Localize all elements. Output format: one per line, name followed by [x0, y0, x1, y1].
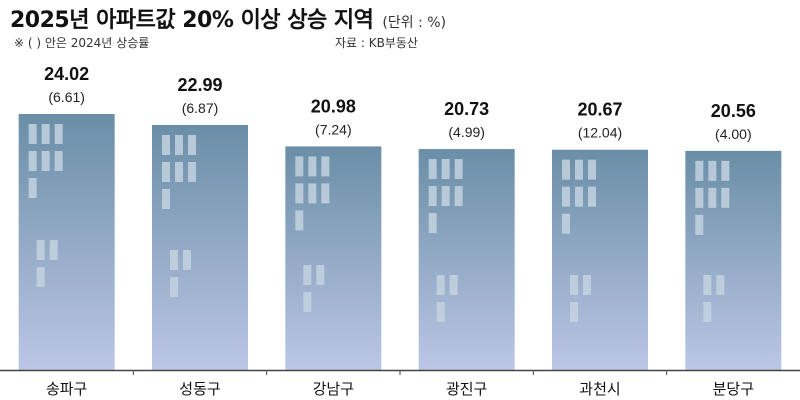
window-icon — [170, 277, 178, 297]
window-icon — [295, 156, 304, 177]
category-label: 과천시 — [579, 380, 620, 398]
window-icon — [28, 178, 37, 198]
window-icon — [583, 275, 591, 295]
bar-3 — [418, 149, 515, 370]
window-icon — [703, 275, 712, 295]
value-label: 22.99 — [177, 75, 222, 95]
sub-label: (6.87) — [182, 100, 219, 116]
window-icon — [721, 187, 730, 208]
window-icon — [36, 267, 45, 287]
window-icon — [562, 186, 570, 207]
window-icon — [295, 183, 304, 204]
value-label: 20.98 — [311, 96, 356, 116]
bar-1 — [152, 124, 248, 371]
value-label: 20.73 — [444, 99, 489, 119]
source-label: 자료 : KB부동산 — [335, 36, 418, 50]
unit-label: (단위 : %) — [382, 15, 447, 31]
window-icon — [436, 302, 445, 322]
window-icon — [162, 134, 170, 155]
window-icon — [454, 186, 463, 207]
window-icon — [41, 124, 50, 144]
window-icon — [428, 186, 437, 207]
window-icon — [162, 188, 170, 209]
window-icon — [721, 160, 730, 181]
bar-2 — [285, 146, 382, 370]
category-label: 광진구 — [446, 380, 487, 398]
bar-4 — [552, 149, 648, 370]
window-icon — [441, 159, 450, 180]
sub-label: (6.61) — [48, 89, 85, 105]
labels-group: 24.02 (6.61) 송파구 22.99 (6.87) 성동구 20.98 (7.24) 강… — [44, 64, 756, 398]
window-icon — [570, 302, 578, 322]
footnote: ※ ( ) 안은 2024년 상승률 — [14, 36, 150, 50]
window-icon — [175, 134, 183, 155]
window-icon — [321, 183, 330, 204]
window-icon — [575, 159, 583, 180]
window-icon — [436, 275, 445, 295]
window-icon — [695, 187, 704, 208]
window-icon — [588, 159, 596, 180]
window-icon — [303, 292, 312, 312]
window-icon — [28, 124, 37, 144]
window-icon — [321, 156, 330, 177]
window-icon — [295, 210, 304, 231]
window-icon — [695, 214, 704, 235]
window-icon — [428, 159, 437, 180]
window-icon — [588, 186, 596, 207]
window-icon — [570, 275, 578, 295]
window-icon — [695, 160, 704, 181]
window-icon — [170, 250, 178, 270]
bars-group — [18, 114, 782, 371]
value-label: 20.56 — [711, 101, 756, 121]
window-icon — [308, 183, 317, 204]
category-label: 송파구 — [46, 380, 87, 398]
chart-title: 2025년 아파트값 20% 이상 상승 지역 — [10, 8, 374, 33]
category-label: 분당구 — [713, 380, 754, 398]
window-icon — [162, 161, 170, 182]
window-icon — [428, 213, 437, 234]
category-label: 강남구 — [313, 380, 354, 398]
window-icon — [708, 187, 717, 208]
window-icon — [316, 265, 325, 285]
window-icon — [183, 250, 191, 270]
window-icon — [562, 159, 570, 180]
window-icon — [188, 161, 196, 182]
bar-5 — [685, 150, 782, 370]
window-icon — [188, 134, 196, 155]
window-icon — [703, 302, 712, 322]
chart-title-row: 2025년 아파트값 20% 이상 상승 지역 (단위 : %) — [10, 2, 446, 34]
window-icon — [54, 124, 63, 144]
category-label: 성동구 — [179, 380, 220, 398]
sub-label: (12.04) — [578, 125, 622, 141]
value-label: 24.02 — [44, 64, 89, 84]
window-icon — [41, 151, 50, 171]
window-icon — [303, 265, 312, 285]
window-icon — [54, 151, 63, 171]
window-icon — [562, 213, 570, 234]
window-icon — [308, 156, 317, 177]
value-label: 20.67 — [577, 100, 622, 120]
window-icon — [454, 159, 463, 180]
window-icon — [449, 275, 458, 295]
window-icon — [36, 240, 45, 260]
sub-label: (4.99) — [448, 124, 485, 140]
window-icon — [716, 275, 725, 295]
window-icon — [175, 161, 183, 182]
window-icon — [708, 160, 717, 181]
window-icon — [575, 186, 583, 207]
window-icon — [28, 151, 37, 171]
sub-label: (7.24) — [315, 121, 352, 137]
window-icon — [49, 240, 58, 260]
window-icon — [441, 186, 450, 207]
sub-label: (4.00) — [715, 126, 752, 142]
